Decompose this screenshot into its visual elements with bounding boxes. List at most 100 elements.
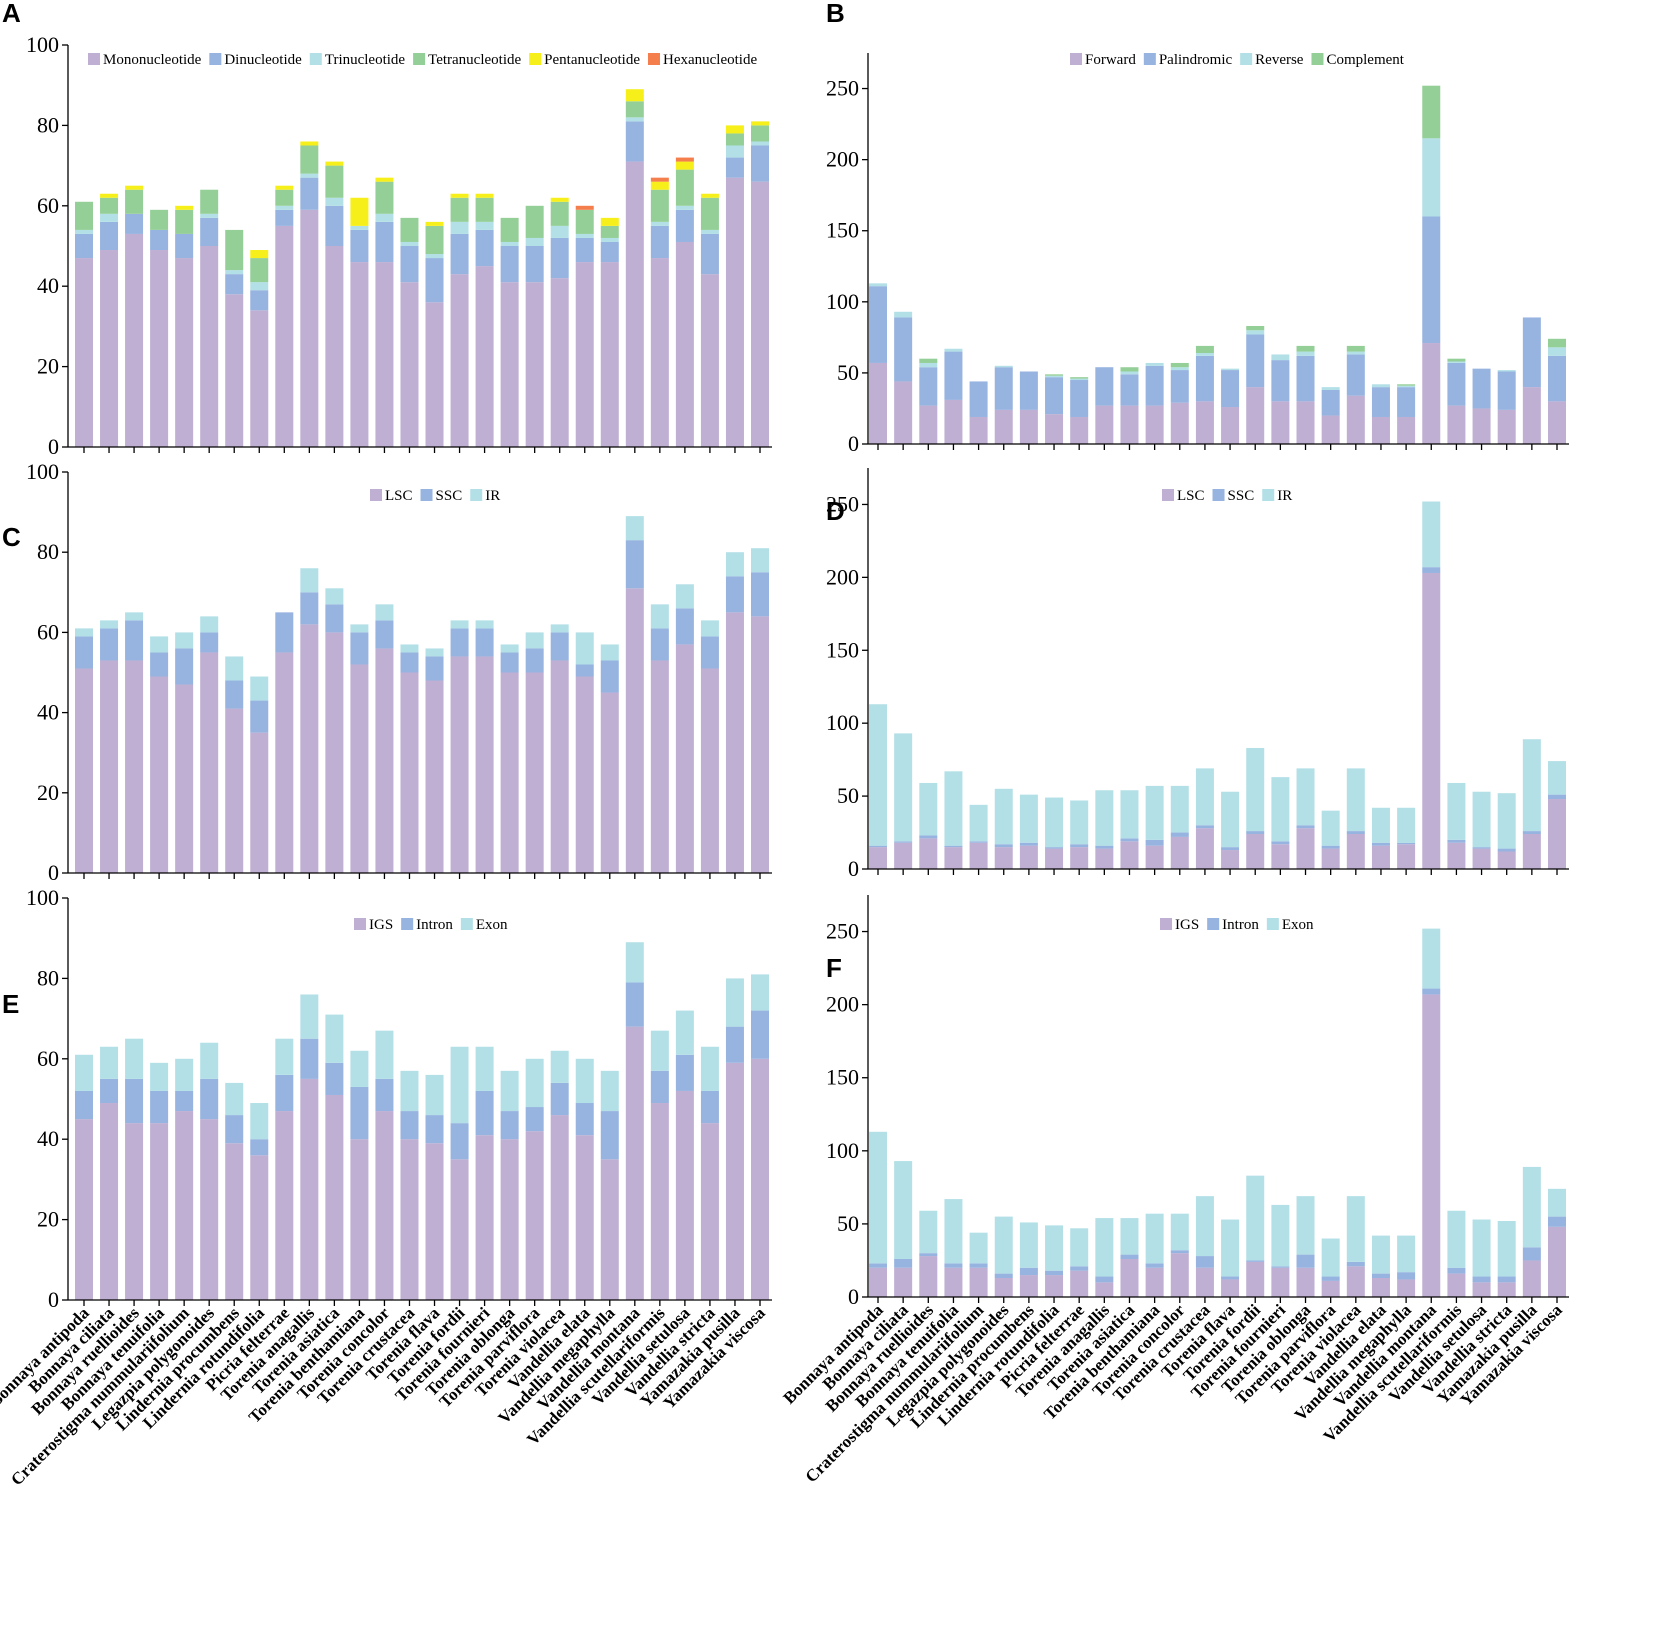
bar-f-19-intron	[1346, 1261, 1365, 1267]
bar-a-1-trinucleotide	[100, 213, 119, 222]
bar-c-26-lsc	[725, 612, 744, 873]
bar-a-10-dinucleotide	[325, 205, 344, 246]
bar-b-11-palindromic	[1145, 365, 1164, 406]
bar-b-6-palindromic	[1019, 371, 1038, 410]
bar-c-18-ssc	[525, 648, 544, 673]
bar-b-6-forward	[1019, 409, 1038, 444]
bar-b-15-reverse	[1246, 330, 1265, 335]
bar-b-12-palindromic	[1170, 370, 1189, 403]
y-tick-label-b: 0	[848, 431, 859, 456]
bar-a-26-dinucleotide	[725, 157, 744, 178]
bar-e-27-intron	[751, 1010, 769, 1059]
bar-b-4-palindromic	[969, 381, 988, 417]
bar-b-5-reverse	[994, 365, 1013, 368]
bar-a-10-mononucleotide	[325, 246, 344, 447]
bar-b-7-forward	[1045, 414, 1064, 444]
bar-c-2-ssc	[125, 620, 144, 661]
bar-b-15-palindromic	[1246, 334, 1265, 388]
bar-b-18-reverse	[1321, 387, 1340, 390]
bar-d-25-ir	[1497, 793, 1516, 849]
bar-c-27-ir	[751, 548, 769, 573]
bar-b-15-complement	[1246, 325, 1265, 331]
bar-e-26-igs	[725, 1062, 744, 1300]
bar-c-15-ir	[450, 620, 469, 629]
bar-c-12-ssc	[375, 620, 394, 649]
bar-a-2-mononucleotide	[125, 233, 144, 447]
y-tick-label-e: 0	[48, 1287, 59, 1312]
bar-a-6-tetranucleotide	[225, 229, 244, 271]
bar-e-14-intron	[425, 1115, 444, 1144]
bar-a-27-pentanucleotide	[751, 121, 769, 126]
y-tick-label-c: 20	[37, 780, 59, 805]
bar-a-13-mononucleotide	[400, 282, 419, 447]
bar-a-11-pentanucleotide	[350, 197, 369, 226]
bar-d-18-ssc	[1321, 845, 1340, 849]
bar-b-26-palindromic	[1522, 317, 1541, 388]
bar-e-21-igs	[600, 1159, 619, 1300]
bar-a-20-tetranucleotide	[575, 209, 594, 234]
bar-d-22-lsc	[1422, 572, 1441, 869]
bar-a-15-dinucleotide	[450, 233, 469, 275]
bar-e-22-intron	[625, 982, 644, 1027]
bar-b-10-forward	[1120, 405, 1139, 444]
bar-f-13-intron	[1195, 1256, 1214, 1268]
bar-d-0-ir	[869, 704, 887, 846]
bar-b-19-palindromic	[1346, 354, 1365, 396]
bar-d-7-lsc	[1045, 848, 1064, 869]
bar-a-19-mononucleotide	[550, 278, 569, 447]
bar-b-13-reverse	[1195, 353, 1214, 356]
legend-swatch-intron	[401, 918, 414, 930]
bar-c-10-ir	[325, 588, 344, 605]
panel-c-bars	[75, 516, 769, 873]
bar-c-13-ssc	[400, 652, 419, 673]
legend-label-exon: Exon	[1282, 917, 1314, 933]
bar-a-18-dinucleotide	[525, 246, 544, 283]
bar-a-9-trinucleotide	[300, 173, 319, 178]
bar-e-20-intron	[575, 1103, 594, 1136]
bar-a-23-dinucleotide	[650, 225, 669, 259]
bar-b-15-forward	[1246, 387, 1265, 444]
bar-c-17-ir	[500, 644, 519, 653]
y-tick-label-c: 80	[37, 539, 59, 564]
bar-d-16-ssc	[1271, 841, 1290, 845]
legend-label-intron: Intron	[1222, 917, 1259, 933]
bar-b-7-complement	[1045, 374, 1064, 376]
bar-e-11-igs	[350, 1139, 369, 1300]
bar-e-4-exon	[175, 1058, 194, 1091]
bar-c-14-ir	[425, 648, 444, 657]
bar-e-9-exon	[300, 994, 319, 1039]
bar-c-24-ssc	[675, 608, 694, 645]
bar-b-14-reverse	[1221, 368, 1240, 371]
bar-d-1-ir	[894, 733, 913, 842]
bar-b-2-complement	[919, 358, 938, 363]
bar-a-9-dinucleotide	[300, 177, 319, 210]
bar-e-13-intron	[400, 1111, 419, 1140]
bar-f-19-exon	[1346, 1196, 1365, 1262]
bar-d-14-ir	[1221, 791, 1240, 848]
legend-swatch-ir	[1262, 489, 1275, 501]
bar-d-13-ssc	[1195, 825, 1214, 829]
bar-a-7-mononucleotide	[250, 310, 269, 447]
bar-e-6-exon	[225, 1082, 244, 1116]
bar-d-27-lsc	[1548, 799, 1566, 869]
bar-c-18-ir	[525, 632, 544, 649]
bar-c-21-ssc	[600, 660, 619, 693]
bar-d-18-lsc	[1321, 848, 1340, 869]
bar-e-16-exon	[475, 1046, 494, 1091]
bar-a-14-dinucleotide	[425, 258, 444, 303]
bar-e-19-exon	[550, 1050, 569, 1083]
bar-b-1-forward	[894, 381, 913, 444]
bar-e-18-igs	[525, 1131, 544, 1300]
bar-d-26-ir	[1522, 739, 1541, 832]
bar-a-12-pentanucleotide	[375, 177, 394, 182]
bar-b-27-complement	[1548, 338, 1566, 348]
bar-c-25-ir	[700, 620, 719, 637]
panel-b-axes: 0 50 100 150 200 250	[826, 53, 1569, 456]
bar-b-2-reverse	[919, 362, 938, 368]
bar-a-24-dinucleotide	[675, 209, 694, 242]
bar-f-4-intron	[969, 1263, 988, 1268]
bar-f-16-igs	[1271, 1267, 1290, 1297]
bar-c-12-ir	[375, 604, 394, 621]
bar-b-19-complement	[1346, 345, 1365, 352]
bar-a-23-hexanucleotide	[650, 177, 669, 182]
